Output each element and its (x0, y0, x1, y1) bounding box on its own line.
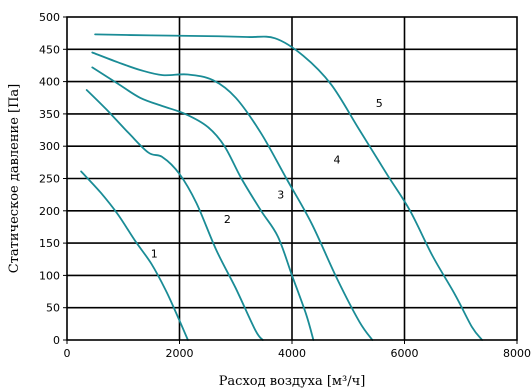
y-tick-label: 500 (39, 11, 60, 24)
y-tick-label: 300 (39, 140, 60, 153)
ticks: 0 2000 4000 6000 8000 0 50 100 150 200 250 300 350 40… (39, 11, 531, 360)
y-tick-label: 400 (39, 76, 60, 89)
fan-curve-1 (80, 170, 189, 341)
grid (67, 17, 517, 340)
curve-label-5: 5 (376, 97, 383, 110)
curve-label-3: 3 (277, 189, 284, 202)
curve-label-4: 4 (334, 154, 341, 167)
y-tick-label: 0 (53, 334, 60, 347)
x-tick-label: 6000 (391, 347, 419, 360)
y-tick-label: 200 (39, 205, 60, 218)
y-tick-label: 250 (39, 173, 60, 186)
y-tick-label: 450 (39, 43, 60, 56)
y-tick-label: 150 (39, 237, 60, 250)
x-tick-label: 0 (64, 347, 71, 360)
fan-curves (80, 33, 483, 341)
fan-curve-5 (94, 33, 483, 341)
x-tick-label: 2000 (166, 347, 194, 360)
y-tick-label: 100 (39, 269, 60, 282)
x-tick-label: 4000 (278, 347, 306, 360)
x-axis-title: Расход воздуха [м³/ч] (219, 374, 366, 389)
y-tick-label: 50 (46, 302, 60, 315)
x-tick-label: 8000 (503, 347, 531, 360)
curve-labels: 1 2 3 4 5 (151, 97, 383, 261)
curve-label-2: 2 (224, 213, 231, 226)
y-tick-label: 350 (39, 108, 60, 121)
fan-curve-3 (91, 66, 315, 341)
fan-curve-2 (85, 89, 264, 341)
curve-label-1: 1 (151, 247, 158, 260)
y-axis-title: Статическое давление [Па] (7, 84, 22, 274)
fan-curve-4 (91, 51, 374, 341)
